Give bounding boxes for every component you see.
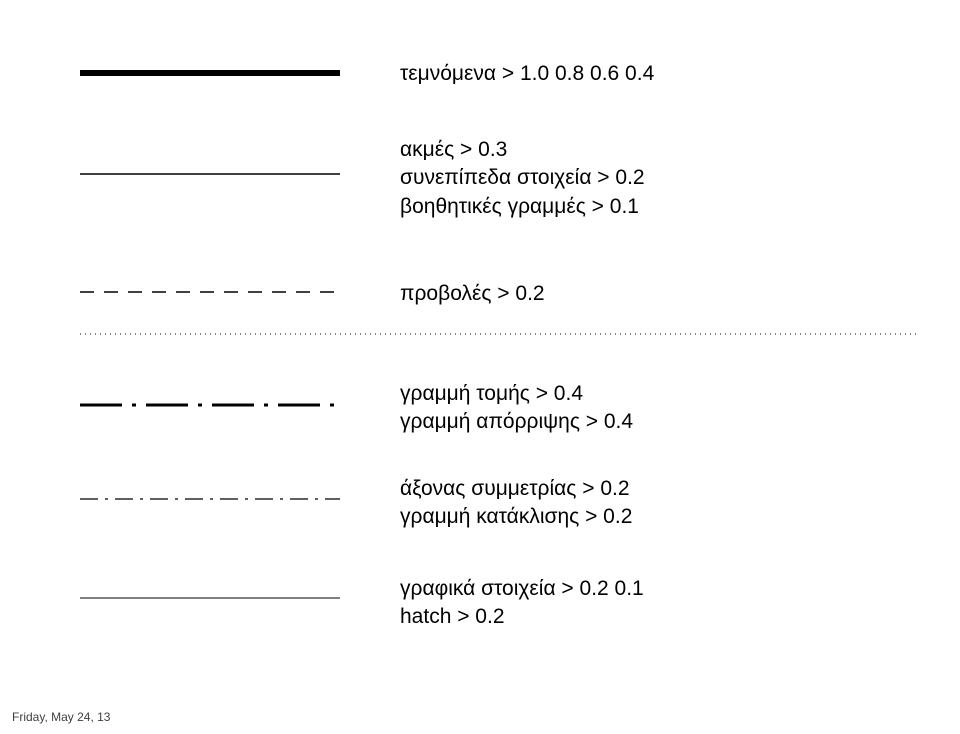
label-section-1: γραμμή απόρριψης > 0.4 (400, 408, 920, 436)
labels-section: γραμμή τομής > 0.4 γραμμή απόρριψης > 0.… (400, 380, 920, 437)
label-section-0: γραμμή τομής > 0.4 (400, 380, 920, 408)
sample-dotted (80, 332, 920, 336)
label-cut: τεμνόμενα > 1.0 0.8 0.6 0.4 (400, 60, 920, 88)
label-graphics-0: γραφικά στοιχεία > 0.2 0.1 (400, 575, 920, 603)
sample-axis (80, 497, 340, 501)
sample-projections (80, 290, 340, 294)
labels-axis: άξονας συμμετρίας > 0.2 γραμμή κατάκλιση… (400, 475, 920, 532)
label-axis-0: άξονας συμμετρίας > 0.2 (400, 475, 920, 503)
label-axis-1: γραμμή κατάκλισης > 0.2 (400, 503, 920, 531)
labels-graphics: γραφικά στοιχεία > 0.2 0.1 hatch > 0.2 (400, 575, 920, 632)
label-edges-2: βοηθητικές γραμμές > 0.1 (400, 193, 920, 221)
sample-edges (80, 172, 340, 176)
page: τεμνόμενα > 1.0 0.8 0.6 0.4 ακμές > 0.3 … (0, 0, 960, 734)
footer-date: Friday, May 24, 13 (12, 710, 110, 724)
sample-section (80, 402, 340, 408)
label-projections: προβολές > 0.2 (400, 280, 920, 308)
label-edges-1: συνεπίπεδα στοιχεία > 0.2 (400, 164, 920, 192)
labels-edges: ακμές > 0.3 συνεπίπεδα στοιχεία > 0.2 βο… (400, 136, 920, 221)
label-graphics-1: hatch > 0.2 (400, 603, 920, 631)
label-edges-0: ακμές > 0.3 (400, 136, 920, 164)
sample-cut (80, 68, 340, 78)
sample-graphics (80, 597, 340, 599)
